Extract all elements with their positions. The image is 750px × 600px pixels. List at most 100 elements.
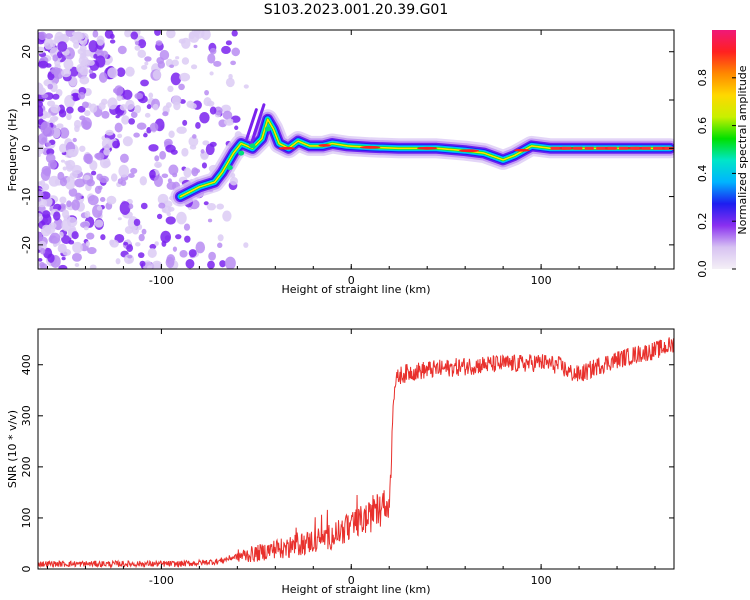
ridge-branch (252, 103, 266, 136)
noise-speckle (152, 69, 162, 80)
noise-speckle (146, 104, 152, 110)
noise-speckle (168, 164, 179, 176)
noise-speckle (98, 102, 106, 111)
noise-speckle (63, 58, 74, 70)
noise-speckle (122, 136, 133, 147)
noise-speckle (38, 257, 43, 262)
snr-series-line (38, 337, 674, 569)
noise-speckle (79, 76, 90, 85)
noise-speckle (56, 51, 63, 59)
noise-speckle (229, 176, 239, 186)
noise-speckle (89, 72, 97, 79)
noise-speckle (134, 45, 141, 51)
noise-speckle (206, 100, 215, 107)
noise-speckle (207, 218, 213, 223)
snr-frame (37, 328, 675, 570)
noise-speckle (117, 45, 127, 55)
noise-speckle (64, 176, 76, 190)
noise-speckle (98, 175, 109, 183)
noise-speckle (40, 121, 51, 135)
noise-speckle (38, 87, 47, 96)
noise-speckle (125, 66, 135, 77)
noise-speckle (144, 56, 152, 62)
noise-speckle (56, 123, 64, 129)
noise-speckle (137, 49, 147, 59)
noise-speckle (53, 116, 59, 121)
ridge-peak (641, 146, 651, 150)
noise-speckle (225, 77, 235, 88)
spectrogram-frame (37, 29, 675, 270)
noise-speckle (89, 264, 97, 269)
noise-speckle (109, 39, 116, 44)
noise-speckle (79, 44, 87, 52)
noise-speckle (141, 64, 148, 70)
noise-speckle (101, 137, 112, 150)
noise-speckle (213, 60, 222, 67)
noise-speckle (161, 173, 169, 179)
noise-speckle (110, 173, 118, 182)
colorbar: 0.0 0.2 0.4 0.6 0.8 Normalized spectral ampl… (696, 30, 749, 278)
noise-speckle (53, 211, 61, 221)
noise-speckle (143, 133, 148, 138)
noise-speckle (243, 84, 249, 89)
noise-speckle (87, 195, 99, 206)
noise-speckle (135, 242, 141, 247)
noise-speckle (83, 226, 89, 231)
noise-speckle (130, 167, 138, 174)
ridge-peak (550, 146, 560, 150)
noise-speckle (52, 127, 61, 139)
noise-speckle (134, 41, 140, 46)
noise-speckle (117, 217, 122, 221)
noise-speckle (222, 210, 232, 222)
noise-speckle (170, 149, 178, 155)
fork-blob (249, 143, 256, 149)
noise-speckle (38, 46, 45, 54)
noise-speckle (123, 241, 129, 246)
noise-speckle (86, 179, 95, 187)
noise-speckle (68, 239, 75, 245)
noise-speckle (38, 231, 43, 243)
noise-speckle (179, 249, 188, 258)
noise-speckle (127, 173, 135, 179)
noise-speckle (81, 101, 89, 109)
noise-speckle (159, 150, 167, 160)
noise-speckle (114, 122, 123, 133)
noise-speckle (117, 178, 123, 185)
noise-speckle (172, 172, 178, 178)
noise-speckle (91, 170, 97, 176)
noise-speckle (176, 211, 187, 225)
noise-speckle (138, 233, 145, 242)
noise-speckle (119, 153, 129, 163)
ridge-peak (596, 146, 606, 150)
noise-speckle (42, 183, 50, 191)
noise-speckle (185, 258, 195, 269)
noise-speckle (216, 203, 224, 210)
noise-speckle (45, 142, 52, 147)
noise-speckle (149, 243, 157, 250)
noise-speckle (83, 175, 91, 181)
noise-speckle (140, 79, 149, 87)
spectrogram-x-tick-label: 0 (348, 274, 355, 287)
noise-speckle (243, 242, 249, 248)
noise-speckle (167, 206, 175, 212)
noise-speckle (58, 109, 67, 118)
noise-speckle (66, 106, 74, 114)
noise-speckle (116, 67, 126, 78)
noise-speckle (107, 97, 118, 110)
noise-speckle (191, 30, 201, 36)
noise-speckle (71, 252, 82, 262)
noise-speckle (144, 112, 151, 118)
noise-speckle (146, 265, 153, 269)
noise-speckle (62, 209, 70, 219)
noise-speckle (72, 137, 77, 143)
noise-speckle (100, 234, 106, 241)
noise-speckle (105, 129, 114, 136)
noise-speckle (171, 95, 181, 106)
noise-speckle (76, 64, 84, 73)
noise-speckle (166, 181, 177, 190)
noise-speckle (165, 102, 172, 108)
ridge-peak (416, 146, 438, 150)
noise-speckle (57, 41, 68, 52)
noise-speckle (76, 32, 86, 40)
noise-speckle (178, 83, 185, 91)
